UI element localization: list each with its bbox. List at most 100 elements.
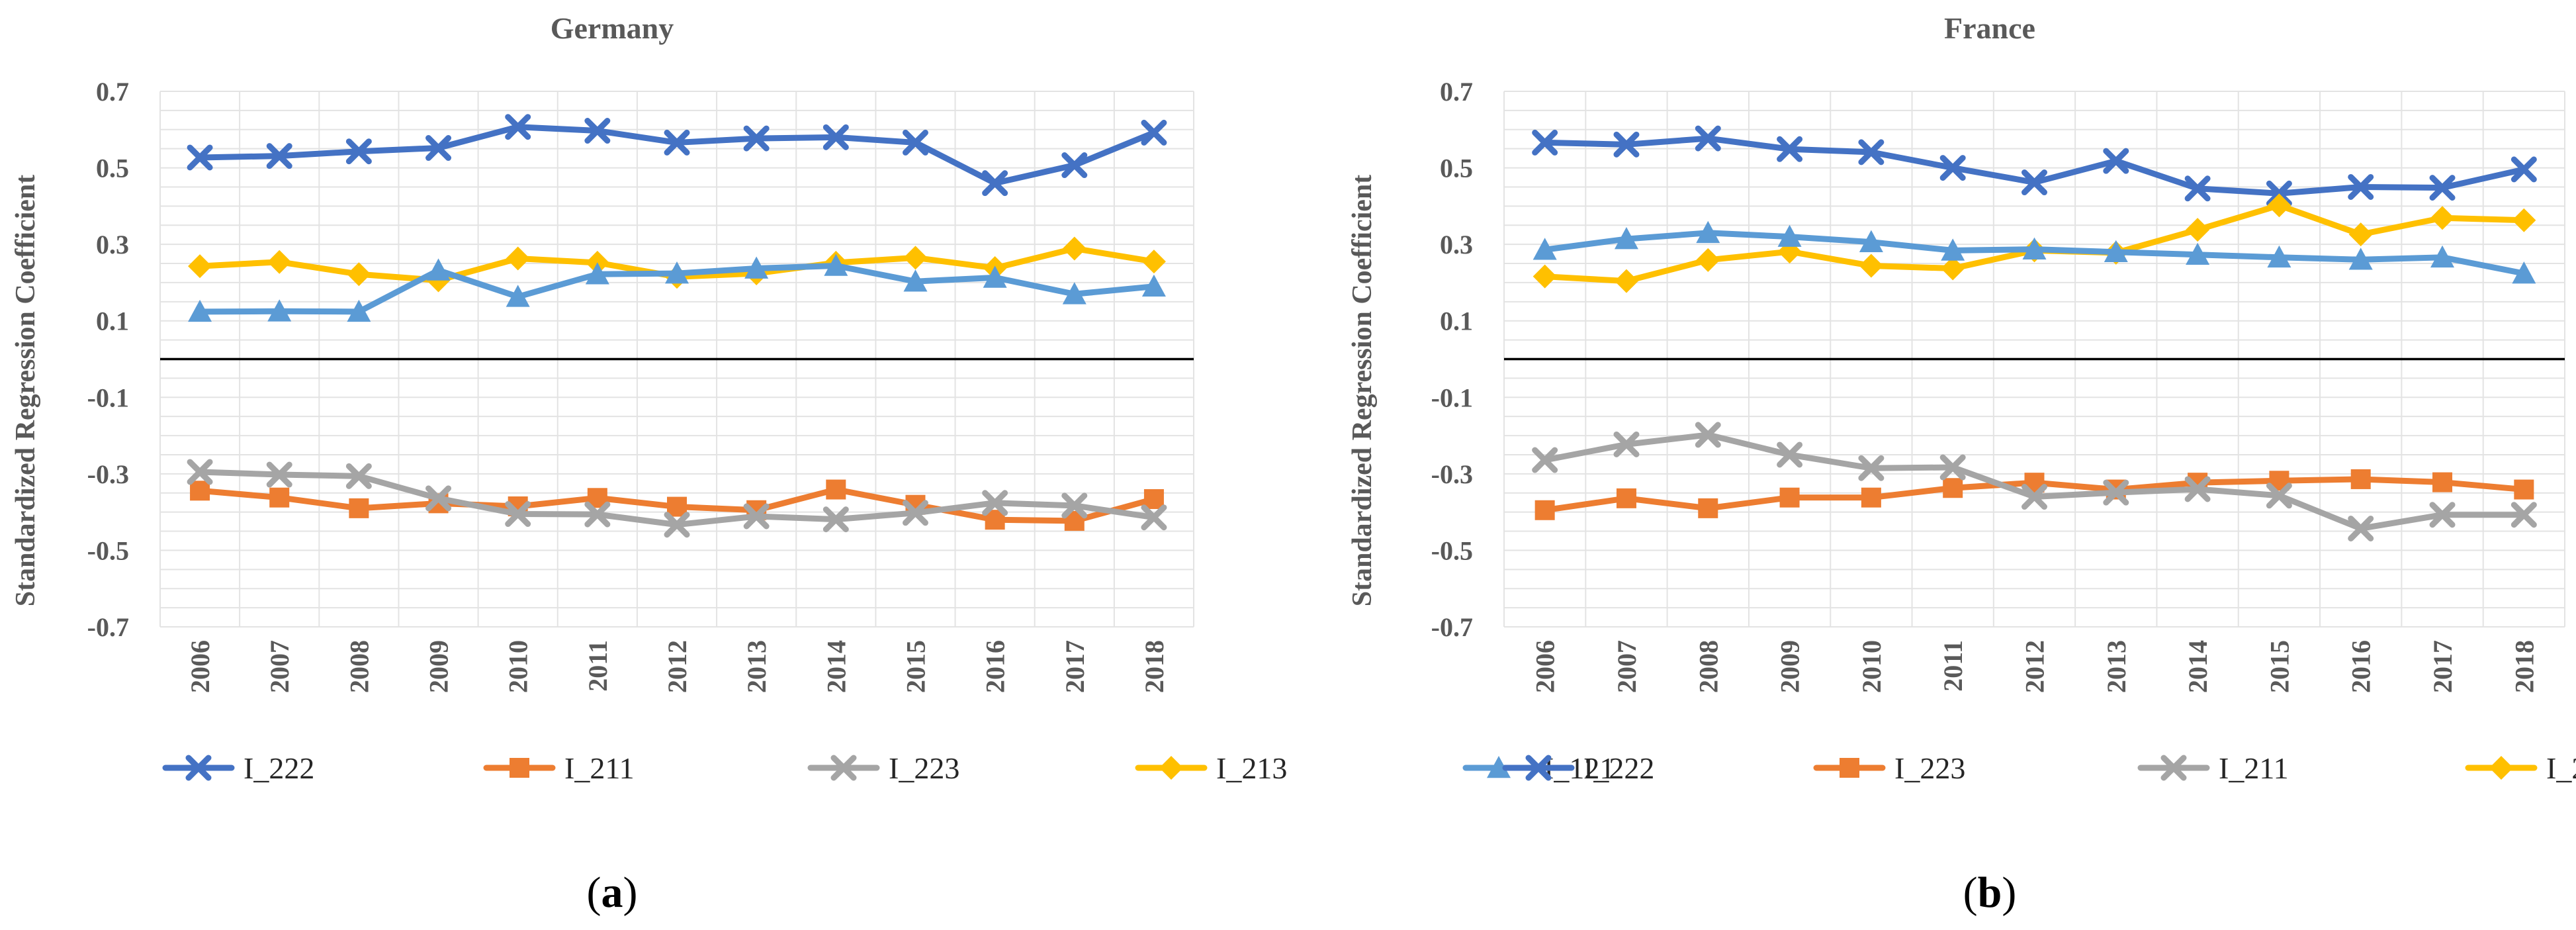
data-point (1614, 269, 1638, 293)
data-point (187, 144, 213, 171)
data-point (1696, 248, 1720, 272)
axes: 0.7 0.5 0.3 0.1 -0.1 -0.3 -0.5 -0.7 2006 2007 2008… (1431, 77, 2565, 693)
data-point (1534, 500, 1555, 520)
legend-marker (1159, 756, 1183, 780)
legend-entry: I_213 (2465, 751, 2576, 785)
y-tick-label: 0.1 (96, 306, 129, 336)
data-point (744, 256, 769, 279)
data-point (505, 114, 531, 140)
data-point (1698, 498, 1718, 518)
panel-label-letter: a (601, 868, 623, 917)
data-point (506, 285, 530, 307)
data-point (667, 496, 687, 517)
data-point (1613, 131, 1640, 158)
data-point (347, 299, 371, 322)
legend-label: I_222 (1583, 751, 1654, 785)
x-tick-label: 2013 (742, 640, 772, 693)
legend-marker (2160, 755, 2187, 781)
legend-marker (510, 758, 529, 778)
y-tick-label: 0.3 (96, 230, 129, 259)
y-axis-label: Standardized Regression Coefficient (11, 175, 41, 607)
y-tick-label: 0.7 (96, 77, 129, 107)
y-tick-label: 0.5 (1440, 154, 1473, 183)
legend: I_222 I_211 I_223 I_213 I_121 (162, 751, 1615, 785)
legend-marker (1487, 756, 1511, 778)
data-point (1941, 256, 1965, 281)
data-point (902, 500, 928, 526)
data-point (1614, 227, 1638, 250)
legend-label: I_213 (1216, 751, 1287, 785)
data-point (1532, 447, 1558, 473)
y-tick-label: -0.7 (1431, 612, 1473, 642)
data-point (664, 129, 690, 156)
x-tick-label: 2013 (2102, 640, 2131, 693)
data-point (1141, 504, 1167, 531)
legend-label: I_213 (2546, 751, 2576, 785)
data-point (2348, 173, 2374, 200)
data-point (2514, 479, 2534, 500)
series-i-222 (187, 114, 1167, 197)
data-point (2429, 175, 2456, 201)
x-tick-label: 2007 (265, 640, 294, 693)
data-point (349, 498, 369, 518)
x-tick-label: 2007 (1612, 640, 1642, 693)
legend-entry: I_223 (807, 751, 959, 785)
data-point (2103, 148, 2129, 174)
data-point (426, 258, 451, 281)
data-point (2430, 206, 2455, 230)
data-point (826, 479, 846, 500)
data-point (903, 269, 928, 292)
data-point (2184, 175, 2211, 202)
series-i-223 (187, 459, 1167, 538)
data-point (2510, 156, 2537, 183)
data-point (2512, 208, 2536, 232)
series-i-112 (1532, 220, 2536, 284)
data-point (425, 135, 452, 162)
data-point (2350, 469, 2371, 489)
data-point (822, 124, 849, 150)
data-point (664, 512, 690, 538)
data-point (2184, 476, 2211, 502)
legend-label: I_222 (244, 751, 314, 785)
series-i-211 (190, 479, 1164, 531)
data-point (2429, 502, 2456, 528)
data-point (902, 129, 928, 156)
x-tick-label: 2015 (901, 640, 930, 693)
legend-label: I_211 (2219, 751, 2289, 785)
data-point (2432, 472, 2453, 492)
data-point (267, 250, 292, 274)
data-point (425, 485, 452, 512)
data-point (1943, 478, 1963, 498)
x-tick-label: 2016 (981, 640, 1010, 693)
x-tick-label: 2014 (821, 640, 851, 693)
series-i-121 (188, 254, 1166, 322)
data-point (743, 503, 770, 530)
panel-label: (b) (1963, 868, 2017, 917)
data-point (584, 501, 611, 528)
data-point (1061, 492, 1088, 519)
data-point (1858, 455, 1885, 481)
data-point (345, 138, 372, 165)
data-point (2186, 218, 2210, 242)
data-point (1777, 136, 1803, 162)
data-point (2348, 248, 2373, 270)
legend-marker (2489, 756, 2513, 780)
series-line (197, 124, 1157, 187)
data-point (267, 299, 292, 322)
x-tick-label: 2017 (1060, 640, 1090, 693)
y-tick-label: 0.5 (96, 154, 129, 183)
y-tick-label: -0.3 (87, 459, 129, 489)
data-point (505, 501, 531, 528)
data-point (2267, 245, 2291, 268)
legend-marker (1840, 758, 1859, 778)
y-tick-label: 0.3 (1440, 230, 1473, 259)
legend-label: I_223 (1894, 751, 1965, 785)
legend-entry: I_222 (1502, 751, 1654, 785)
data-point (2348, 222, 2373, 247)
x-tick-label: 2012 (662, 640, 692, 693)
data-point (1695, 125, 1721, 152)
x-tick-label: 2015 (2264, 640, 2294, 693)
x-tick-label: 2011 (583, 640, 613, 692)
data-point (1141, 250, 1166, 274)
data-point (1859, 254, 1883, 278)
